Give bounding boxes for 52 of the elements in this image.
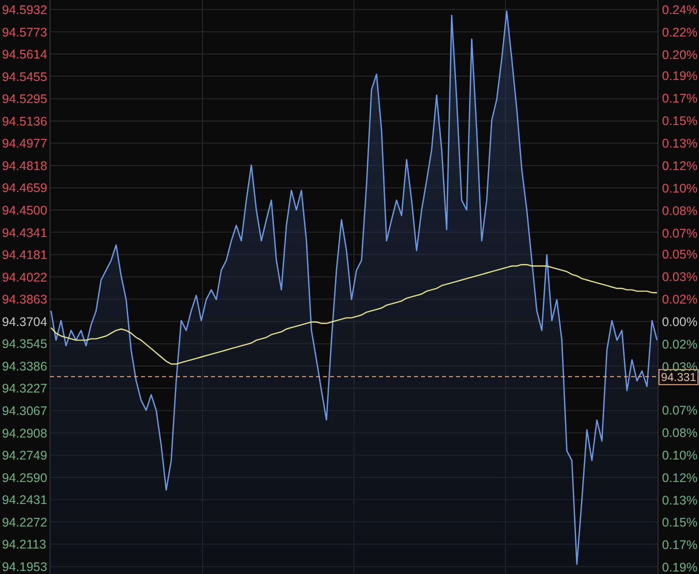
y2-tick-label: 0.15% bbox=[662, 114, 698, 128]
y-tick-label: 94.3227 bbox=[2, 382, 48, 396]
y-tick-label: 94.2749 bbox=[2, 448, 48, 463]
y2-tick-label: 0.02% bbox=[662, 337, 698, 352]
y2-tick-label: 0.17% bbox=[662, 92, 698, 106]
y-tick-label: 94.2590 bbox=[2, 470, 48, 485]
ref-line-label: 94.331 bbox=[661, 372, 696, 384]
y-tick-label: 94.4500 bbox=[2, 204, 48, 218]
y2-tick-label: 0.13% bbox=[662, 136, 698, 151]
y-tick-label: 94.5136 bbox=[2, 114, 48, 128]
y2-tick-label: 0.10% bbox=[662, 448, 698, 462]
y2-tick-label: 0.19% bbox=[662, 69, 698, 84]
y-tick-label: 94.5295 bbox=[2, 92, 48, 106]
y2-tick-label: 0.15% bbox=[662, 516, 698, 530]
y2-tick-label: 0.07% bbox=[662, 403, 698, 418]
y-tick-label: 94.4341 bbox=[2, 226, 48, 240]
y2-tick-label: 0.17% bbox=[662, 538, 698, 552]
y-tick-label: 94.5614 bbox=[2, 48, 48, 62]
y2-tick-label: 0.10% bbox=[662, 181, 698, 196]
y2-tick-label: 0.19% bbox=[662, 560, 698, 574]
y-tick-label: 94.5773 bbox=[2, 25, 48, 40]
y2-tick-label: 0.24% bbox=[662, 3, 698, 18]
y2-tick-label: 0.12% bbox=[662, 470, 698, 485]
y-tick-label: 94.3863 bbox=[2, 292, 48, 307]
y2-tick-label: 0.00% bbox=[662, 314, 698, 329]
y2-tick-label: 0.05% bbox=[662, 248, 698, 262]
y2-tick-label: 0.12% bbox=[662, 159, 698, 174]
y-tick-label: 94.3704 bbox=[2, 314, 48, 329]
y-tick-label: 94.5455 bbox=[2, 70, 48, 84]
y-tick-label: 94.3386 bbox=[2, 359, 48, 374]
y-tick-label: 94.2113 bbox=[2, 538, 46, 552]
y2-tick-label: 0.20% bbox=[662, 48, 698, 62]
y-tick-label: 94.2431 bbox=[2, 493, 48, 508]
y-tick-label: 94.1953 bbox=[2, 560, 48, 574]
y-tick-label: 94.4659 bbox=[2, 181, 48, 196]
y-tick-label: 94.5932 bbox=[2, 3, 48, 18]
y-tick-label: 94.4818 bbox=[2, 158, 48, 173]
y-tick-label: 94.4977 bbox=[2, 136, 48, 151]
y2-tick-label: 0.07% bbox=[662, 226, 698, 240]
y2-tick-label: 0.03% bbox=[662, 270, 698, 284]
y2-tick-label: 0.13% bbox=[662, 493, 698, 508]
y-tick-label: 94.2272 bbox=[2, 515, 48, 530]
y2-tick-label: 0.02% bbox=[662, 292, 698, 306]
line-series bbox=[50, 264, 658, 365]
y2-tick-label: 0.22% bbox=[662, 26, 698, 40]
y-tick-label: 94.4022 bbox=[2, 270, 48, 284]
y-tick-label: 94.4181 bbox=[2, 248, 48, 262]
y2-tick-label: 0.08% bbox=[662, 204, 698, 218]
y-tick-label: 94.3067 bbox=[2, 404, 48, 418]
y-tick-label: 94.2908 bbox=[2, 426, 48, 440]
y2-tick-label: 0.08% bbox=[662, 426, 698, 440]
y-tick-label: 94.3545 bbox=[2, 337, 48, 352]
